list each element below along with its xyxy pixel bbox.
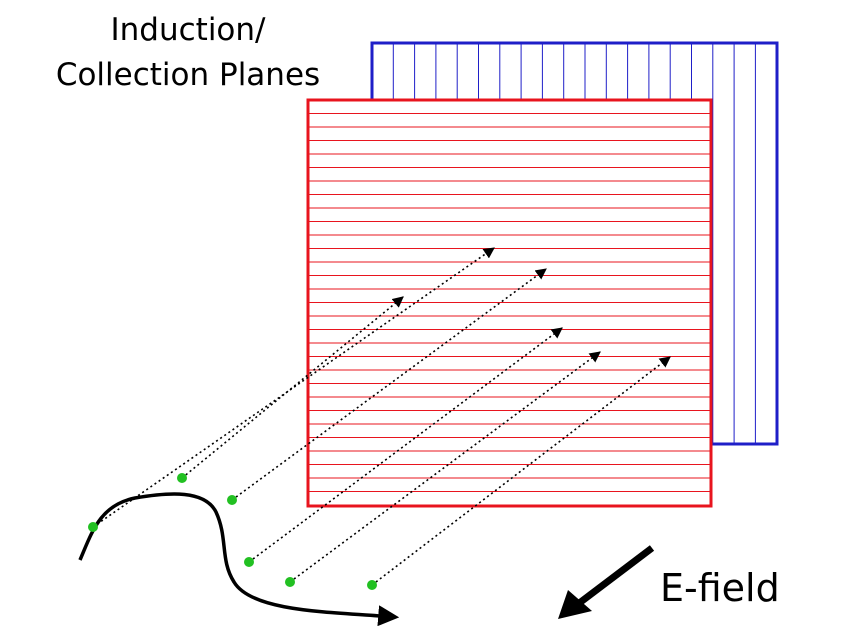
ionization-electrons <box>88 473 377 590</box>
electron-dot <box>177 473 187 483</box>
efield-label: E-field <box>660 566 780 610</box>
induction-plane-wires <box>308 113 711 506</box>
electron-dot <box>244 557 254 567</box>
drift-path-arrow <box>289 351 601 583</box>
induction-plane <box>306 98 713 508</box>
title-line-2: Collection Planes <box>56 57 320 93</box>
electron-dot <box>367 580 377 590</box>
electron-dot <box>227 495 237 505</box>
drift-path-arrow <box>92 247 495 528</box>
drift-path-arrow <box>248 327 563 563</box>
electron-drift-lines <box>92 247 671 586</box>
electron-dot <box>88 522 98 532</box>
title-line-1: Induction/ <box>111 12 267 48</box>
efield-arrow-icon <box>558 545 655 619</box>
electron-dot <box>285 577 295 587</box>
particle-track <box>78 492 400 627</box>
